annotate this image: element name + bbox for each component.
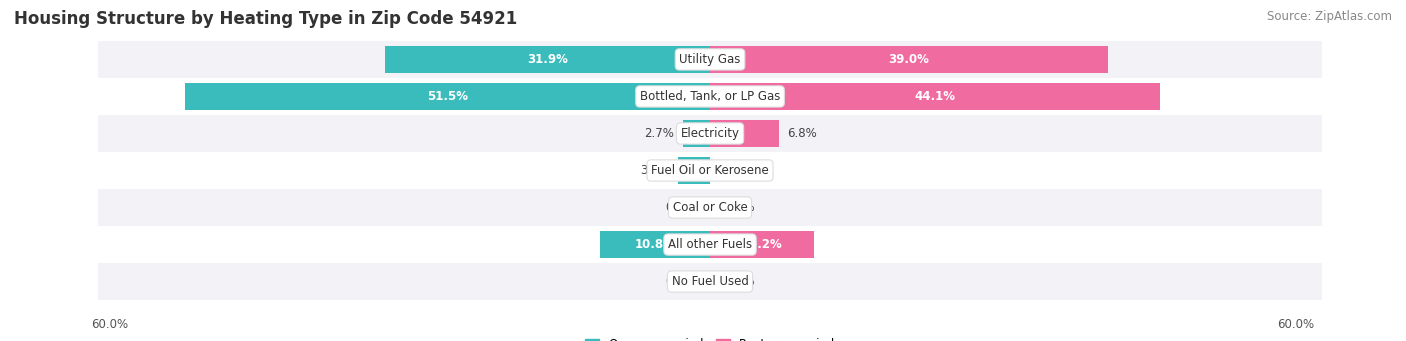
Text: Bottled, Tank, or LP Gas: Bottled, Tank, or LP Gas [640,90,780,103]
Legend: Owner-occupied, Renter-occupied: Owner-occupied, Renter-occupied [585,338,835,341]
Text: 60.0%: 60.0% [1278,318,1315,331]
Text: 0.0%: 0.0% [725,275,755,288]
Text: 0.0%: 0.0% [665,201,695,214]
Text: All other Fuels: All other Fuels [668,238,752,251]
Bar [710,120,779,147]
Text: Utility Gas: Utility Gas [679,53,741,66]
Bar [98,189,1322,226]
Text: 39.0%: 39.0% [889,53,929,66]
Text: 60.0%: 60.0% [91,318,128,331]
Text: Housing Structure by Heating Type in Zip Code 54921: Housing Structure by Heating Type in Zip… [14,10,517,28]
Bar [98,115,1322,152]
Bar [600,231,710,258]
Bar [98,263,1322,300]
Text: Source: ZipAtlas.com: Source: ZipAtlas.com [1267,10,1392,23]
Bar [679,157,710,184]
Text: 6.8%: 6.8% [787,127,817,140]
Bar [98,226,1322,263]
Bar [710,46,1108,73]
Text: 51.5%: 51.5% [427,90,468,103]
Text: 10.8%: 10.8% [634,238,675,251]
Text: No Fuel Used: No Fuel Used [672,275,748,288]
Bar [710,83,1160,110]
Bar [385,46,710,73]
Text: 0.0%: 0.0% [725,201,755,214]
Text: 31.9%: 31.9% [527,53,568,66]
Bar [682,120,710,147]
Text: 2.7%: 2.7% [644,127,675,140]
Text: Coal or Coke: Coal or Coke [672,201,748,214]
Text: Fuel Oil or Kerosene: Fuel Oil or Kerosene [651,164,769,177]
Bar [186,83,710,110]
Text: 10.2%: 10.2% [741,238,782,251]
Text: 0.0%: 0.0% [665,275,695,288]
Text: 3.1%: 3.1% [641,164,671,177]
Bar [98,78,1322,115]
Text: 44.1%: 44.1% [914,90,955,103]
Bar [98,152,1322,189]
Bar [98,41,1322,78]
Bar [710,231,814,258]
Text: Electricity: Electricity [681,127,740,140]
Text: 0.0%: 0.0% [725,164,755,177]
